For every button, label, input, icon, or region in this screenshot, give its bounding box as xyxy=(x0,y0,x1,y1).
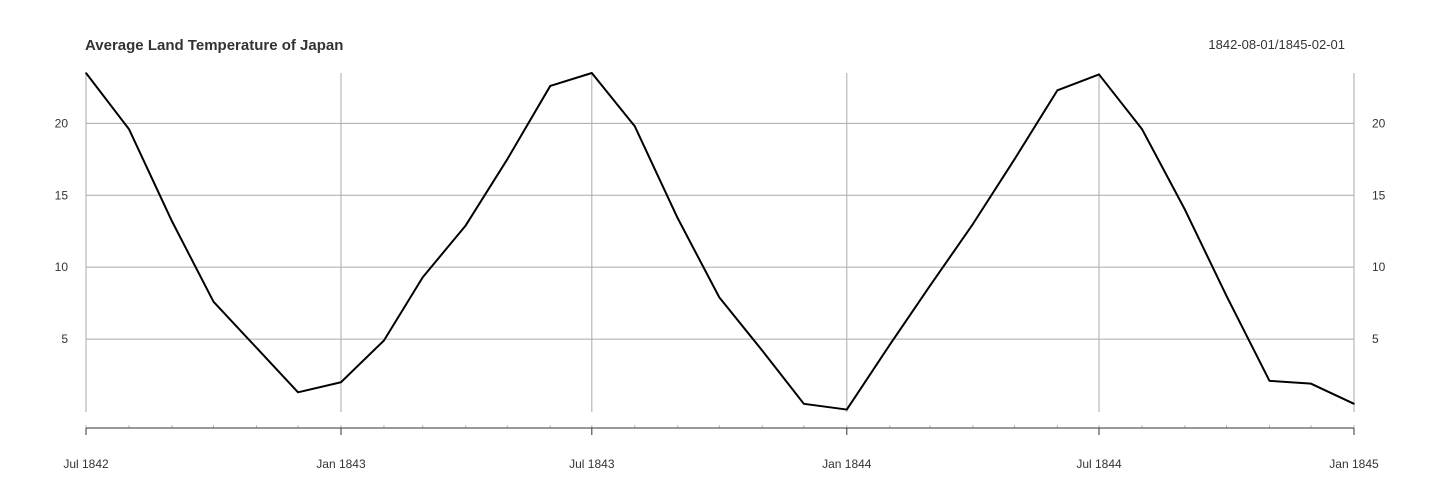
x-tick-label: Jul 1843 xyxy=(569,457,615,471)
x-tick-label: Jul 1842 xyxy=(63,457,109,471)
y-tick-label-left: 5 xyxy=(61,332,68,346)
data-point xyxy=(85,72,87,74)
y-tick-label-right: 10 xyxy=(1372,260,1386,274)
data-point xyxy=(506,158,509,161)
series-layer xyxy=(85,72,1355,411)
chart-title: Average Land Temperature of Japan xyxy=(85,37,343,54)
data-point xyxy=(212,300,215,303)
data-point xyxy=(421,276,424,279)
data-point xyxy=(255,346,258,349)
data-point xyxy=(888,344,891,346)
x-tick-label: Jul 1844 xyxy=(1076,457,1122,471)
data-point xyxy=(1141,128,1143,130)
y-tick-label-right: 5 xyxy=(1372,332,1379,346)
data-point xyxy=(383,339,385,342)
data-point xyxy=(340,381,342,384)
y-tick-label-right: 15 xyxy=(1372,188,1386,202)
y-tick-label-left: 10 xyxy=(55,260,69,274)
tick-label-layer: 5 5 10 10 15 15 20 20 Jul 1842 Jan 1843 Jul 1843 Ja… xyxy=(55,116,1386,471)
data-point xyxy=(1353,403,1355,405)
data-point xyxy=(591,72,593,74)
x-tick-label: Jan 1845 xyxy=(1329,457,1379,471)
x-tick-label: Jan 1843 xyxy=(316,457,366,471)
data-point xyxy=(676,217,679,220)
grid-layer xyxy=(85,73,1355,412)
data-point xyxy=(929,285,931,287)
data-point xyxy=(464,224,467,227)
data-point xyxy=(972,223,974,225)
data-point xyxy=(297,391,299,394)
data-point xyxy=(1225,295,1228,297)
data-point xyxy=(846,408,848,411)
data-point xyxy=(1098,73,1100,76)
data-point xyxy=(549,85,552,87)
data-point xyxy=(803,403,805,405)
data-point xyxy=(1310,382,1312,385)
y-tick-label-left: 15 xyxy=(55,188,69,202)
data-point xyxy=(1056,89,1059,92)
data-point xyxy=(633,125,636,128)
data-point xyxy=(128,128,130,130)
y-tick-label-right: 20 xyxy=(1372,116,1386,130)
data-point xyxy=(171,220,173,222)
data-point xyxy=(761,349,764,352)
data-point xyxy=(1013,158,1016,161)
x-tick-label: Jan 1844 xyxy=(822,457,872,471)
y-tick-label-left: 20 xyxy=(55,116,69,130)
data-point xyxy=(718,296,721,299)
data-point xyxy=(1184,208,1186,211)
date-range-label: 1842-08-01/1845-02-01 xyxy=(1208,37,1345,52)
data-point xyxy=(1268,379,1271,382)
x-axis xyxy=(85,425,1355,435)
